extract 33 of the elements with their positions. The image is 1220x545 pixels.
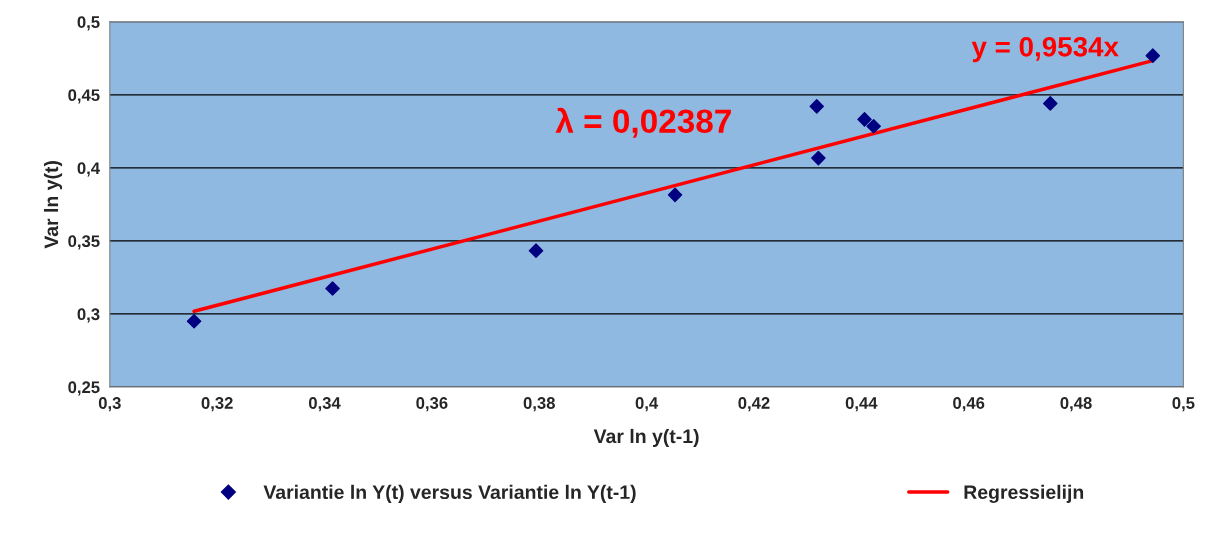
y-tick-label: 0,3: [77, 308, 100, 323]
x-tick-label: 0,42: [738, 397, 770, 412]
x-tick-label: 0,38: [523, 397, 555, 412]
point: [866, 118, 881, 134]
x-tick-label: 0,34: [308, 397, 341, 412]
point: [809, 99, 825, 114]
point: [528, 243, 544, 258]
x-tick-label: 0,46: [953, 397, 985, 412]
x-tick-label: 0,48: [1060, 397, 1092, 412]
x-tick-label: 0,44: [845, 397, 878, 412]
y-tick-label: 0,45: [68, 89, 100, 104]
point: [857, 112, 872, 127]
point: [667, 187, 683, 203]
x-tick-label: 0,32: [201, 397, 233, 412]
y-tick-label: 0,25: [68, 381, 100, 396]
annotation: y = 0,9534x: [971, 36, 1119, 63]
x-tick-label: 0,3: [98, 397, 121, 412]
x-tick-label: 0,4: [635, 397, 659, 412]
point: [1145, 48, 1161, 63]
y-axis-title: Var ln y(t): [43, 161, 63, 249]
legend-label: Regressielijn: [964, 484, 1084, 503]
annotation: λ = 0,02387: [555, 107, 731, 138]
x-tick-label: 0,36: [416, 397, 448, 412]
x-axis-title: Var ln y(t-1): [593, 428, 699, 447]
x-tick-label: 0,5: [1172, 397, 1195, 412]
point: [325, 281, 340, 296]
legend-label: Variantie ln Y(t) versus Variantie ln Y(t-1): [263, 484, 636, 503]
point: [1042, 96, 1058, 111]
point: [186, 313, 202, 329]
point: [811, 150, 826, 166]
y-tick-label: 0,35: [68, 235, 100, 250]
y-tick-label: 0,5: [77, 16, 100, 31]
y-tick-label: 0,4: [77, 162, 100, 177]
